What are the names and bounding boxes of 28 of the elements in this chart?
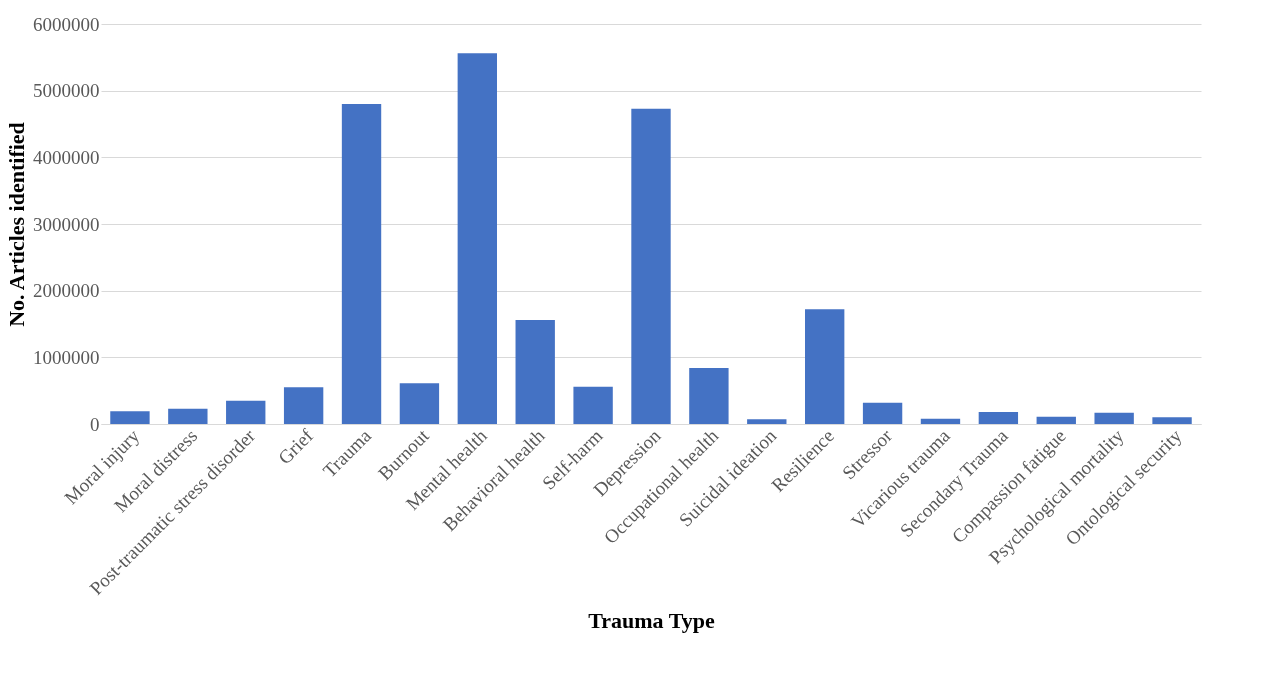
- y-tick-label: 3000000: [33, 213, 100, 235]
- bar: [978, 412, 1019, 424]
- bar: [515, 320, 555, 424]
- bar: [573, 386, 613, 424]
- bar: [631, 108, 671, 424]
- y-tick-label: 1000000: [33, 346, 100, 368]
- bar: [747, 419, 787, 424]
- bar: [689, 368, 729, 424]
- bar: [110, 411, 150, 424]
- bar: [226, 400, 266, 424]
- bar: [341, 104, 382, 424]
- bar: [920, 418, 961, 424]
- bar: [1094, 412, 1134, 424]
- x-axis-title: Trauma Type: [588, 607, 715, 633]
- bar: [457, 53, 497, 424]
- bar: [1152, 417, 1192, 424]
- bar: [805, 309, 845, 424]
- y-axis-title: No. Articles identified: [4, 122, 29, 327]
- bar: [1036, 416, 1076, 424]
- bar: [399, 383, 440, 424]
- y-tick-label: 0: [90, 413, 100, 435]
- bar: [283, 387, 324, 424]
- y-tick-label: 6000000: [33, 13, 100, 35]
- y-tick-label: 2000000: [33, 280, 100, 302]
- y-tick-label: 4000000: [33, 146, 100, 168]
- bar: [168, 408, 208, 424]
- bar: [862, 402, 903, 424]
- y-tick-label: 5000000: [33, 80, 100, 102]
